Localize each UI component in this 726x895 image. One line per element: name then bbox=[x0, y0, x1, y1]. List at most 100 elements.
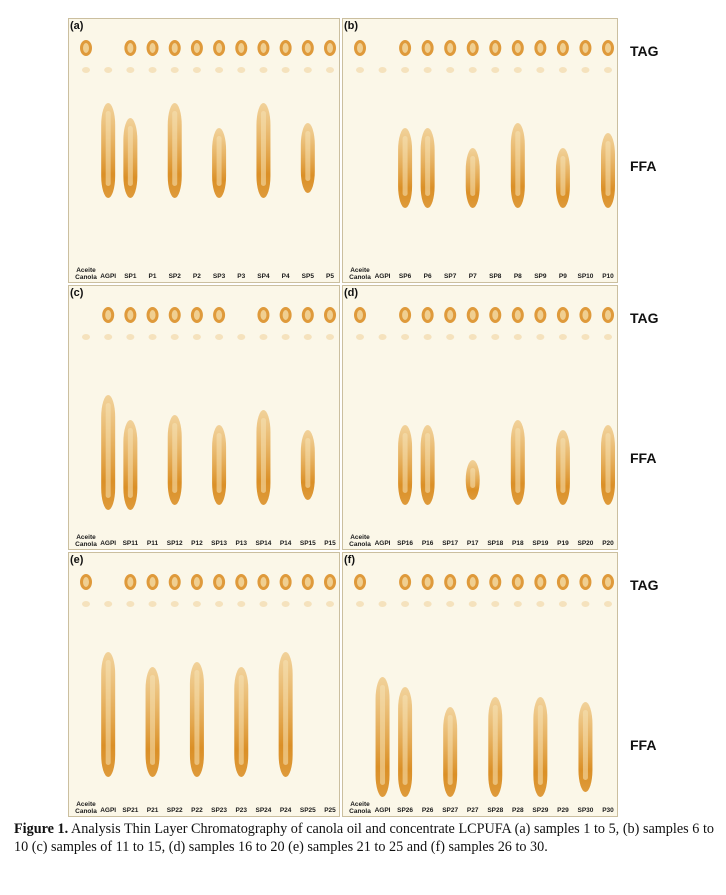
lane-label: P4 bbox=[281, 273, 290, 280]
minor-band bbox=[558, 601, 567, 607]
minor-band bbox=[148, 334, 157, 340]
tag-row-label: TAG bbox=[630, 577, 659, 593]
lane-label: SP30 bbox=[577, 807, 594, 814]
tag-spot-core bbox=[127, 310, 134, 320]
lane-label: P27 bbox=[466, 807, 479, 814]
tag-spot-core bbox=[149, 577, 156, 587]
lane-label: SP18 bbox=[487, 540, 504, 547]
tag-spot-core bbox=[357, 577, 363, 587]
lane-label: SP7 bbox=[444, 273, 457, 280]
ffa-streak-core bbox=[260, 418, 266, 493]
lane-label: SP26 bbox=[397, 807, 414, 814]
tag-spot-core bbox=[582, 577, 589, 587]
panel-tag: (c) bbox=[70, 287, 84, 299]
ffa-streak-core bbox=[582, 710, 588, 780]
ffa-streak-core bbox=[537, 705, 543, 785]
lane-label: Aceite Canola bbox=[75, 267, 97, 281]
tag-spot-core bbox=[83, 577, 89, 587]
lane-label: SP2 bbox=[168, 273, 181, 280]
tag-spot-core bbox=[327, 310, 333, 320]
tag-spot-core bbox=[83, 43, 89, 53]
tag-spot-core bbox=[304, 43, 311, 53]
minor-band bbox=[491, 601, 500, 607]
panel-tag: (d) bbox=[344, 287, 359, 299]
tag-spot-core bbox=[216, 43, 223, 53]
tlc-plate-a: (a) Aceite Canola AGPI SP1 P1 SP2 P2 SP3 P3 SP4 P4 S… bbox=[68, 18, 340, 283]
minor-band bbox=[82, 334, 90, 340]
tlc-plate-c: (c) Aceite Canola AGPI SP11 P11 SP12 P12 SP13 P13… bbox=[68, 285, 340, 550]
ffa-streak-core bbox=[305, 438, 311, 488]
tag-spot-core bbox=[193, 43, 200, 53]
lane-label: P15 bbox=[324, 540, 336, 547]
tag-spot-core bbox=[424, 577, 431, 587]
minor-band bbox=[604, 601, 612, 607]
minor-band bbox=[378, 334, 387, 340]
minor-band bbox=[581, 334, 590, 340]
minor-band bbox=[170, 67, 179, 73]
minor-band bbox=[148, 67, 157, 73]
minor-band bbox=[192, 601, 201, 607]
minor-band bbox=[423, 67, 432, 73]
minor-band bbox=[303, 67, 312, 73]
tag-spot-core bbox=[537, 577, 544, 587]
lane-label: AGPI bbox=[374, 807, 391, 814]
minor-band bbox=[536, 67, 545, 73]
minor-band bbox=[281, 601, 290, 607]
ffa-streak-core bbox=[470, 156, 476, 196]
minor-band bbox=[303, 601, 312, 607]
tag-spot-core bbox=[193, 577, 200, 587]
tag-spot-core bbox=[127, 577, 134, 587]
lane-label: P8 bbox=[513, 273, 522, 280]
minor-band bbox=[401, 67, 410, 73]
panel-tag: (f) bbox=[344, 554, 355, 566]
minor-band bbox=[356, 601, 364, 607]
tag-spot-core bbox=[447, 577, 454, 587]
lane-label: P23 bbox=[235, 807, 248, 814]
minor-band bbox=[326, 67, 334, 73]
minor-band bbox=[446, 67, 455, 73]
panel-tag: (b) bbox=[344, 20, 359, 32]
plate-spots bbox=[82, 307, 336, 510]
minor-band bbox=[513, 67, 522, 73]
minor-band bbox=[513, 601, 522, 607]
ffa-streak-core bbox=[515, 428, 521, 493]
minor-band bbox=[356, 67, 364, 73]
minor-band bbox=[468, 67, 477, 73]
tag-spot-core bbox=[514, 310, 521, 320]
ffa-streak-core bbox=[172, 423, 178, 493]
tag-spot-core bbox=[304, 310, 311, 320]
figure-caption: Figure 1. Analysis Thin Layer Chromatogr… bbox=[14, 821, 714, 856]
minor-band bbox=[303, 334, 312, 340]
lane-label: SP24 bbox=[255, 807, 272, 814]
tag-spot-core bbox=[492, 577, 499, 587]
tag-spot-core bbox=[327, 43, 333, 53]
lane-label: P7 bbox=[468, 273, 477, 280]
lane-label: P1 bbox=[148, 273, 157, 280]
lane-label: SP13 bbox=[211, 540, 228, 547]
tag-spot-core bbox=[559, 577, 566, 587]
tlc-plate-f: (f) Aceite Canola AGPI SP26 P26 SP27 P27 SP28 P28… bbox=[342, 552, 618, 817]
tag-spot-core bbox=[402, 577, 409, 587]
tag-spot-core bbox=[282, 577, 289, 587]
lane-label: SP14 bbox=[255, 540, 272, 547]
tag-spot-core bbox=[559, 43, 566, 53]
tag-spot-core bbox=[193, 310, 200, 320]
tag-spot-core bbox=[582, 43, 589, 53]
plate-spots bbox=[354, 307, 615, 505]
minor-band bbox=[581, 67, 590, 73]
tag-spot-core bbox=[469, 310, 476, 320]
lane-label: SP15 bbox=[299, 540, 316, 547]
lane-label: Aceite Canola bbox=[349, 801, 371, 815]
minor-band bbox=[215, 601, 224, 607]
ffa-streak-core bbox=[216, 433, 222, 493]
minor-band bbox=[192, 67, 201, 73]
minor-band bbox=[82, 601, 90, 607]
minor-band bbox=[423, 601, 432, 607]
minor-band bbox=[281, 334, 290, 340]
plate-spots bbox=[80, 40, 336, 198]
tag-spot-core bbox=[402, 43, 409, 53]
lane-label: Aceite Canola bbox=[349, 267, 371, 281]
minor-band bbox=[192, 334, 201, 340]
tag-spot-core bbox=[357, 43, 363, 53]
ffa-streak-core bbox=[402, 433, 408, 493]
